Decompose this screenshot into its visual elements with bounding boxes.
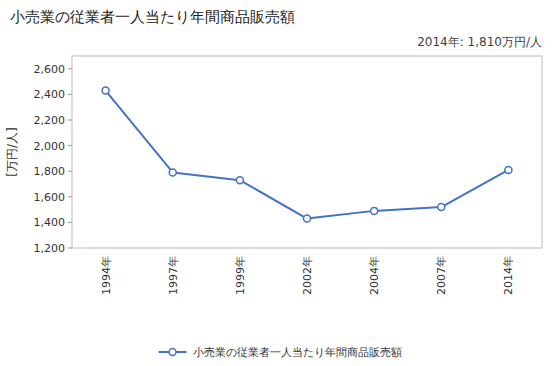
y-tick xyxy=(68,248,72,249)
y-tick-label: 2,600 xyxy=(34,63,66,76)
plot-frame xyxy=(72,56,542,248)
y-tick-label: 1,200 xyxy=(34,242,66,255)
point xyxy=(304,215,311,222)
point xyxy=(102,87,109,94)
y-tick-label: 1,800 xyxy=(34,165,66,178)
y-tick-label: 2,000 xyxy=(34,140,66,153)
y-tick xyxy=(68,145,72,146)
x-tick-label: 2014年 xyxy=(502,256,515,295)
x-tick-label: 1994年 xyxy=(100,256,113,295)
legend-label: 小売業の従業者一人当たり年間商品販売額 xyxy=(193,346,402,359)
x-tick-label: 2007年 xyxy=(435,256,448,295)
point xyxy=(169,169,176,176)
y-tick xyxy=(68,222,72,223)
line xyxy=(106,91,509,219)
point xyxy=(505,166,512,173)
y-tick xyxy=(68,94,72,95)
point xyxy=(236,177,243,184)
chart: 小売業の従業者一人当たり年間商品販売額 2014年: 1,810万円/人 1,200… xyxy=(0,0,560,366)
y-tick xyxy=(68,120,72,121)
x-tick-label: 2002年 xyxy=(301,256,314,295)
y-tick-label: 1,400 xyxy=(34,216,66,229)
x-tick-label: 2004年 xyxy=(368,256,381,295)
y-tick xyxy=(68,68,72,69)
y-tick xyxy=(68,196,72,197)
plot-area xyxy=(102,87,512,222)
y-tick-label: 2,200 xyxy=(34,114,66,127)
legend-marker xyxy=(169,349,176,356)
y-tick xyxy=(68,171,72,172)
title: 小売業の従業者一人当たり年間商品販売額 xyxy=(10,8,295,26)
legend: 小売業の従業者一人当たり年間商品販売額 xyxy=(159,346,402,359)
y-tick-label: 2,400 xyxy=(34,88,66,101)
x-tick-label: 1997年 xyxy=(167,256,180,295)
annotation: 2014年: 1,810万円/人 xyxy=(417,35,542,49)
point xyxy=(438,204,445,211)
point xyxy=(371,207,378,214)
y-axis-label: [万円/人] xyxy=(5,127,19,176)
y-tick-label: 1,600 xyxy=(34,191,66,204)
x-tick-label: 1999年 xyxy=(234,256,247,295)
